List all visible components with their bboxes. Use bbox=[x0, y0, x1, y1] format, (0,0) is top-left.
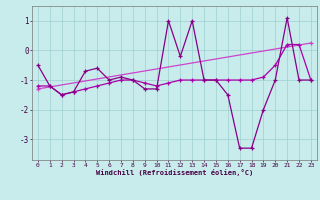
X-axis label: Windchill (Refroidissement éolien,°C): Windchill (Refroidissement éolien,°C) bbox=[96, 169, 253, 176]
